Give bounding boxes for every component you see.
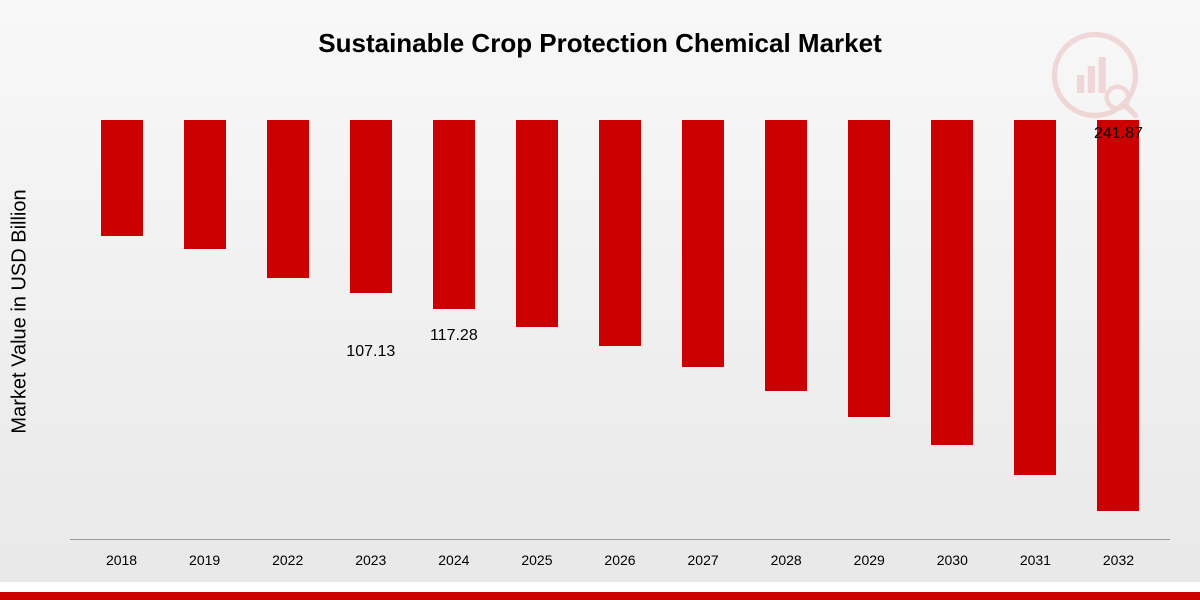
bar-column: 2022 [246, 120, 329, 540]
bar-column: 2026 [578, 120, 661, 540]
bar [267, 120, 309, 278]
bar-column: 2029 [828, 120, 911, 540]
bar-column: 107.132023 [329, 120, 412, 540]
bar-value-label: 117.28 [430, 327, 478, 345]
bar [848, 120, 890, 417]
bar-column: 2019 [163, 120, 246, 540]
bar [101, 120, 143, 236]
bar [599, 120, 641, 346]
bar [1097, 120, 1139, 511]
x-tick-label: 2018 [106, 552, 137, 568]
bars-wrapper: 201820192022107.132023117.28202420252026… [70, 120, 1170, 540]
bar-column: 241.872032 [1077, 120, 1160, 540]
x-tick-label: 2023 [355, 552, 386, 568]
chart-container: Sustainable Crop Protection Chemical Mar… [0, 0, 1200, 600]
bar [682, 120, 724, 367]
bar-column: 2025 [495, 120, 578, 540]
x-axis-baseline [70, 539, 1170, 540]
bar-column: 2031 [994, 120, 1077, 540]
watermark-logo-icon [1050, 30, 1140, 120]
bar [931, 120, 973, 445]
x-tick-label: 2024 [438, 552, 469, 568]
x-tick-label: 2029 [854, 552, 885, 568]
x-tick-label: 2030 [937, 552, 968, 568]
x-tick-label: 2031 [1020, 552, 1051, 568]
bar-column: 2027 [662, 120, 745, 540]
bottom-red-stripe [0, 592, 1200, 600]
bar [184, 120, 226, 249]
x-tick-label: 2028 [771, 552, 802, 568]
y-axis-label: Market Value in USD Billion [9, 189, 32, 433]
bar-column: 2030 [911, 120, 994, 540]
x-tick-label: 2026 [604, 552, 635, 568]
bar-value-label: 107.13 [346, 343, 395, 361]
bar [765, 120, 807, 391]
x-tick-label: 2032 [1103, 552, 1134, 568]
bar [516, 120, 558, 327]
bar [350, 120, 392, 293]
x-tick-label: 2027 [688, 552, 719, 568]
x-tick-label: 2019 [189, 552, 220, 568]
bar-column: 2018 [80, 120, 163, 540]
bottom-white-stripe [0, 582, 1200, 592]
plot-area: 201820192022107.132023117.28202420252026… [70, 120, 1170, 540]
bar [1014, 120, 1056, 475]
bar [433, 120, 475, 309]
bar-column: 117.282024 [412, 120, 495, 540]
chart-title: Sustainable Crop Protection Chemical Mar… [318, 28, 881, 59]
bar-column: 2028 [745, 120, 828, 540]
x-tick-label: 2022 [272, 552, 303, 568]
x-tick-label: 2025 [521, 552, 552, 568]
bar-value-label: 241.87 [1094, 125, 1143, 143]
